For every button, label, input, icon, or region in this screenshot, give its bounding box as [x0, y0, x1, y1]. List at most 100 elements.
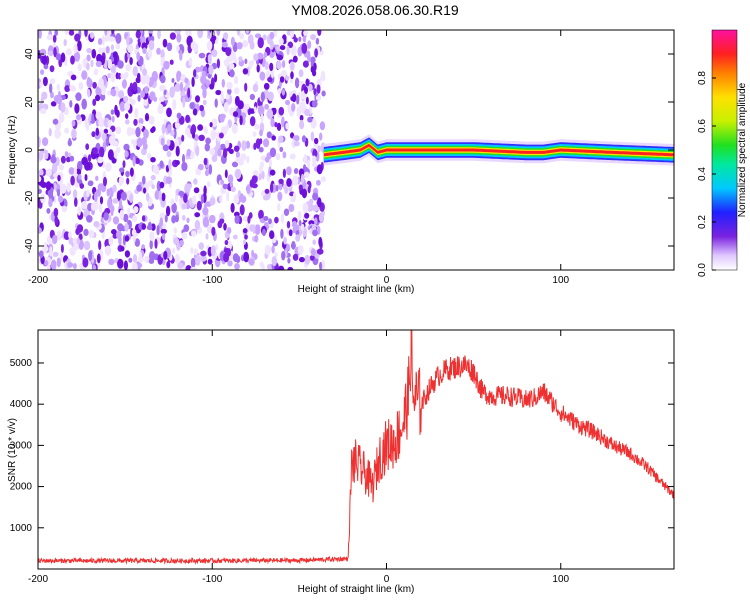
noise-speckle	[119, 101, 126, 112]
noise-speckle	[103, 176, 107, 187]
noise-speckle	[278, 178, 284, 185]
noise-speckle	[304, 254, 311, 265]
noise-speckle	[249, 116, 256, 127]
noise-speckle	[223, 58, 230, 67]
noise-speckle	[118, 90, 125, 99]
noise-speckle	[269, 169, 276, 176]
noise-speckle	[285, 122, 290, 130]
noise-speckle	[68, 30, 75, 36]
noise-speckle	[226, 191, 230, 202]
noise-speckle	[161, 233, 166, 240]
y-tick-label: -40	[24, 238, 35, 253]
noise-speckle	[98, 240, 102, 251]
noise-speckle	[291, 103, 296, 112]
noise-speckle	[211, 118, 218, 128]
noise-speckle	[98, 77, 104, 89]
noise-speckle	[136, 137, 143, 148]
noise-speckle	[110, 109, 115, 115]
noise-speckle	[194, 66, 201, 73]
noise-speckle	[38, 250, 44, 258]
noise-speckle	[314, 137, 319, 145]
noise-speckle	[122, 160, 126, 169]
noise-speckle	[298, 219, 302, 227]
noise-speckle	[263, 138, 270, 148]
noise-speckle	[141, 223, 146, 230]
noise-speckle	[45, 181, 52, 191]
noise-speckle	[81, 157, 88, 166]
noise-speckle	[304, 171, 310, 178]
noise-speckle	[111, 115, 115, 123]
noise-speckle	[166, 261, 171, 269]
snr-x-label: Height of straight line (km)	[298, 584, 415, 595]
noise-speckle	[282, 151, 287, 159]
noise-speckle	[50, 91, 54, 99]
noise-speckle	[40, 69, 45, 75]
noise-speckle	[97, 183, 105, 191]
noise-speckle	[277, 191, 283, 202]
noise-speckle	[61, 205, 68, 213]
noise-speckle	[271, 256, 277, 267]
noise-speckle	[91, 131, 96, 138]
noise-speckle	[107, 197, 112, 209]
noise-speckle	[132, 65, 138, 77]
noise-speckle	[129, 193, 134, 203]
noise-speckle	[143, 99, 148, 107]
noise-speckle	[303, 30, 309, 36]
noise-speckle	[131, 139, 135, 145]
colorbar-gradient	[711, 29, 738, 271]
noise-speckle	[262, 228, 266, 237]
noise-speckle	[285, 99, 290, 106]
noise-speckle	[166, 150, 172, 158]
noise-speckle	[193, 187, 200, 194]
noise-speckle	[223, 32, 229, 40]
noise-speckle	[145, 74, 150, 85]
noise-speckle	[126, 36, 130, 46]
noise-speckle	[253, 53, 259, 61]
noise-speckle	[191, 230, 197, 237]
noise-speckle	[88, 250, 93, 261]
noise-speckle	[38, 176, 42, 182]
noise-speckle	[92, 81, 97, 89]
noise-speckle	[53, 182, 57, 191]
noise-speckle	[142, 47, 147, 54]
noise-speckle	[143, 187, 147, 194]
noise-speckle	[78, 82, 84, 90]
noise-speckle	[249, 108, 256, 114]
noise-speckle	[184, 83, 189, 93]
noise-speckle	[111, 229, 117, 235]
noise-speckle	[315, 37, 320, 45]
noise-speckle	[277, 203, 281, 212]
noise-speckle	[176, 33, 182, 43]
noise-speckle	[298, 256, 305, 263]
noise-speckle	[258, 209, 264, 220]
noise-speckle	[179, 50, 183, 61]
noise-speckle	[232, 253, 239, 263]
noise-speckle	[316, 179, 321, 186]
noise-speckle	[215, 244, 219, 251]
noise-speckle	[200, 255, 207, 262]
spectrogram-y-ticks: -40 -20 0 20 40	[24, 48, 674, 253]
noise-speckle	[110, 72, 116, 83]
noise-speckle	[151, 126, 156, 133]
noise-speckle	[207, 258, 213, 265]
noise-speckle	[198, 242, 204, 250]
noise-speckle	[81, 200, 87, 210]
noise-speckle	[252, 131, 257, 137]
noise-speckle	[280, 228, 284, 239]
noise-speckle	[41, 54, 47, 65]
noise-speckle	[92, 98, 97, 106]
noise-speckle	[255, 138, 261, 149]
noise-speckle	[149, 239, 153, 250]
noise-speckle	[42, 76, 48, 87]
noise-speckle	[156, 47, 161, 55]
noise-speckle	[290, 45, 297, 56]
y-tick-label: 5000	[10, 358, 33, 369]
noise-speckle	[105, 136, 110, 147]
noise-speckle	[39, 81, 43, 88]
noise-speckle	[298, 36, 302, 42]
noise-speckle	[141, 42, 148, 50]
noise-speckle	[200, 194, 204, 204]
noise-speckle	[165, 205, 171, 217]
noise-speckle	[127, 86, 134, 97]
noise-speckle	[97, 156, 104, 164]
